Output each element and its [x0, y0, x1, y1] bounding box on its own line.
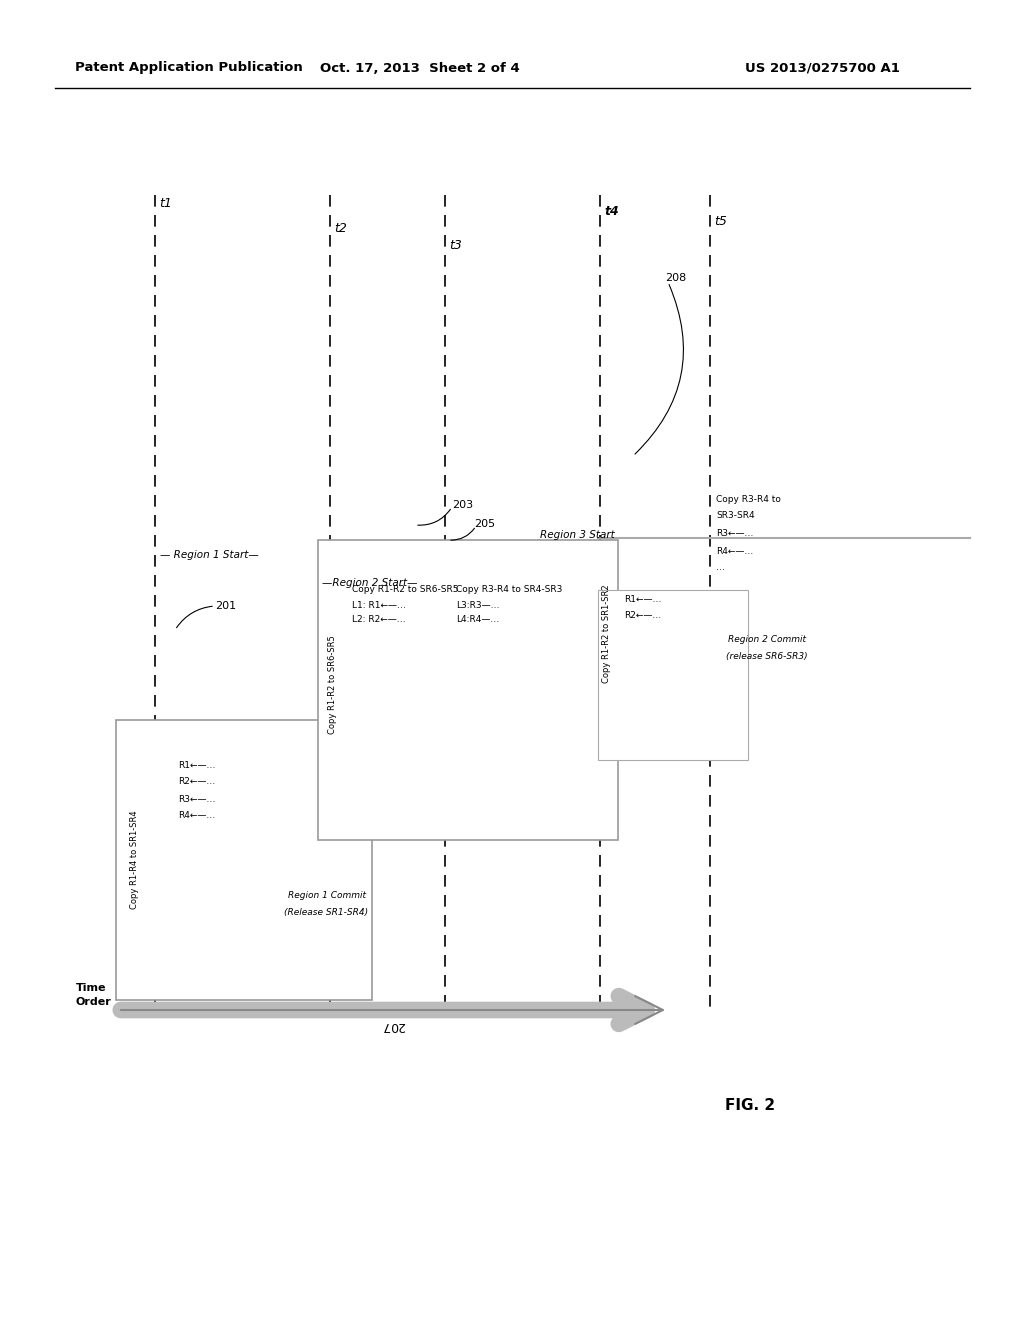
Text: 203: 203: [452, 500, 473, 510]
Text: —Region 2 Start—: —Region 2 Start—: [322, 578, 418, 587]
Text: t5: t5: [714, 215, 727, 228]
Text: R3←—…: R3←—…: [716, 529, 754, 539]
Text: L1: R1←—…: L1: R1←—…: [352, 601, 406, 610]
Text: FIG. 2: FIG. 2: [725, 1097, 775, 1113]
Text: Patent Application Publication: Patent Application Publication: [75, 62, 303, 74]
Text: US 2013/0275700 A1: US 2013/0275700 A1: [745, 62, 900, 74]
Text: t2: t2: [334, 222, 347, 235]
Text: Region 1 Commit: Region 1 Commit: [288, 891, 366, 899]
Text: L2: R2←—…: L2: R2←—…: [352, 615, 406, 624]
Text: Region 3 Start: Region 3 Start: [540, 531, 614, 540]
Text: 208: 208: [665, 273, 686, 282]
Text: Copy R3-R4 to SR4-SR3: Copy R3-R4 to SR4-SR3: [456, 586, 562, 594]
Text: R2←—…: R2←—…: [178, 777, 215, 787]
Text: t1: t1: [159, 197, 172, 210]
Text: t4: t4: [604, 205, 618, 218]
Text: R1←—…: R1←—…: [178, 760, 215, 770]
Text: R1←—…: R1←—…: [624, 595, 662, 605]
Text: Time: Time: [76, 983, 106, 993]
Text: Copy R3-R4 to: Copy R3-R4 to: [716, 495, 781, 504]
Text: SR3-SR4: SR3-SR4: [716, 511, 755, 520]
Text: 201: 201: [215, 601, 237, 611]
Text: R3←—…: R3←—…: [178, 795, 215, 804]
Bar: [116, 719, 372, 1001]
Text: Oct. 17, 2013  Sheet 2 of 4: Oct. 17, 2013 Sheet 2 of 4: [321, 62, 520, 74]
Text: Copy R1-R2 to SR6-SR5: Copy R1-R2 to SR6-SR5: [352, 586, 459, 594]
Text: t3: t3: [449, 239, 462, 252]
Text: Copy R1-R2 to SR6-SR5: Copy R1-R2 to SR6-SR5: [328, 636, 337, 734]
Text: L3:R3—…: L3:R3—…: [456, 601, 500, 610]
Text: (Release SR1-SR4): (Release SR1-SR4): [284, 908, 368, 916]
Text: R4←—…: R4←—…: [716, 546, 754, 556]
Text: — Region 1 Start—: — Region 1 Start—: [160, 550, 259, 560]
Text: Order: Order: [76, 997, 112, 1007]
Text: …: …: [716, 564, 725, 573]
Bar: [598, 590, 748, 760]
Text: Copy R1-R2 to SR1-SR2: Copy R1-R2 to SR1-SR2: [602, 585, 611, 684]
Text: (release SR6-SR3): (release SR6-SR3): [726, 652, 808, 661]
Text: 205: 205: [474, 519, 496, 529]
Text: L4:R4—…: L4:R4—…: [456, 615, 500, 624]
Text: R4←—…: R4←—…: [178, 812, 215, 821]
Text: Region 2 Commit: Region 2 Commit: [728, 635, 806, 644]
Text: 207: 207: [381, 1019, 404, 1031]
Text: Copy R1-R4 to SR1-SR4: Copy R1-R4 to SR1-SR4: [130, 810, 139, 909]
Bar: [318, 540, 618, 840]
Text: R2←—…: R2←—…: [624, 610, 662, 619]
